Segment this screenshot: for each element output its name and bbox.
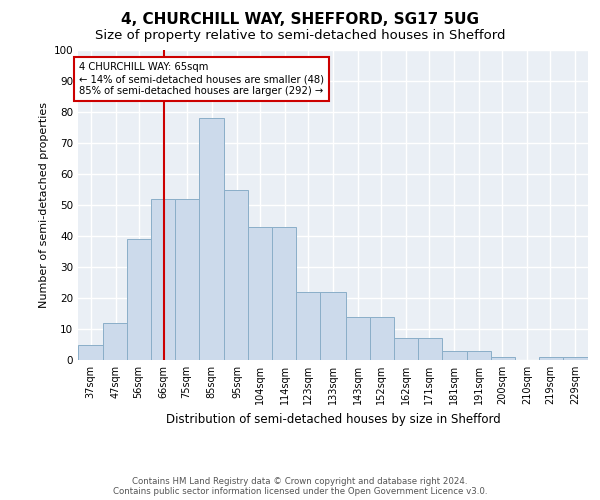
Bar: [272, 226, 296, 360]
X-axis label: Distribution of semi-detached houses by size in Shefford: Distribution of semi-detached houses by …: [166, 412, 500, 426]
Bar: [224, 190, 248, 360]
Text: Size of property relative to semi-detached houses in Shefford: Size of property relative to semi-detach…: [95, 29, 505, 42]
Bar: [103, 323, 127, 360]
Bar: [175, 199, 199, 360]
Bar: [296, 292, 320, 360]
Text: 4 CHURCHILL WAY: 65sqm
← 14% of semi-detached houses are smaller (48)
85% of sem: 4 CHURCHILL WAY: 65sqm ← 14% of semi-det…: [79, 62, 324, 96]
Bar: [563, 357, 588, 360]
Bar: [539, 357, 563, 360]
Bar: [394, 338, 418, 360]
Text: 4, CHURCHILL WAY, SHEFFORD, SG17 5UG: 4, CHURCHILL WAY, SHEFFORD, SG17 5UG: [121, 12, 479, 28]
Bar: [370, 316, 394, 360]
Bar: [199, 118, 224, 360]
Bar: [442, 350, 467, 360]
Bar: [248, 226, 272, 360]
Bar: [320, 292, 346, 360]
Bar: [78, 344, 103, 360]
Bar: [491, 357, 515, 360]
Text: Contains HM Land Registry data © Crown copyright and database right 2024.
Contai: Contains HM Land Registry data © Crown c…: [113, 476, 487, 496]
Bar: [467, 350, 491, 360]
Bar: [418, 338, 442, 360]
Y-axis label: Number of semi-detached properties: Number of semi-detached properties: [40, 102, 49, 308]
Bar: [127, 239, 151, 360]
Bar: [346, 316, 370, 360]
Bar: [151, 199, 175, 360]
